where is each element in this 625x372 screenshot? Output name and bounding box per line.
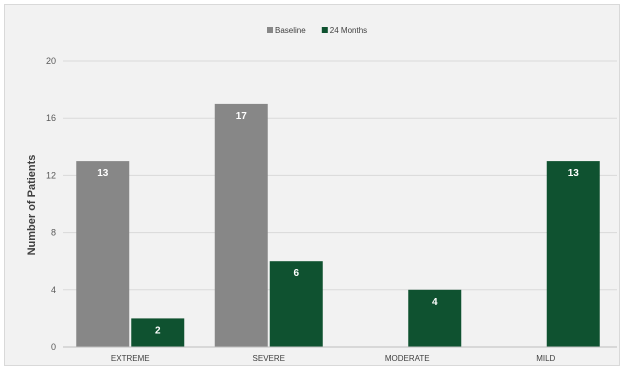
x-tick-label: SEVERE [253, 354, 285, 363]
bar-value-label: 13 [568, 168, 580, 179]
patients-bar-chart: 13 2 17 6 4 13 0 4 8 12 16 20 EXTREME SEVERE MODERATE… [26, 26, 617, 363]
bar-24-months-extreme [131, 318, 185, 347]
legend-swatch [267, 27, 273, 33]
bar-baseline-severe [214, 103, 268, 348]
y-tick-label: 20 [46, 56, 56, 66]
legend: Baseline 24 Months [267, 26, 367, 35]
y-tick-label: 4 [51, 285, 56, 295]
bar-value-label: 13 [97, 168, 109, 179]
y-tick-label: 8 [51, 228, 56, 238]
bar-baseline-extreme [76, 161, 130, 347]
bar-24-months-severe [269, 261, 323, 347]
legend-swatch [321, 27, 328, 33]
chart-frame: 13 2 17 6 4 13 0 4 8 12 16 20 EXTREME SEVERE MODERATE… [4, 4, 620, 366]
x-tick-label: MILD [536, 354, 555, 363]
gridlines [63, 60, 617, 291]
x-tick-label: EXTREME [111, 354, 150, 363]
bars: 13 2 17 6 4 13 [76, 103, 600, 348]
axes: 0 4 8 12 16 20 EXTREME SEVERE MODERATE MILD [46, 56, 617, 363]
y-tick-label: 16 [46, 113, 56, 123]
bar-24-months-moderate [408, 289, 462, 347]
bar-value-label: 4 [432, 297, 438, 308]
y-tick-label: 0 [51, 342, 56, 352]
bar-value-label: 17 [236, 111, 248, 122]
bar-value-label: 6 [293, 268, 299, 279]
legend-label: 24 Months [330, 26, 367, 35]
bar-24-months-mild [546, 161, 600, 347]
legend-label: Baseline [275, 26, 306, 35]
y-tick-label: 12 [46, 170, 56, 180]
bar-value-label: 2 [155, 325, 161, 336]
x-tick-label: MODERATE [385, 354, 430, 363]
y-axis-label: Number of Patients [26, 155, 38, 256]
